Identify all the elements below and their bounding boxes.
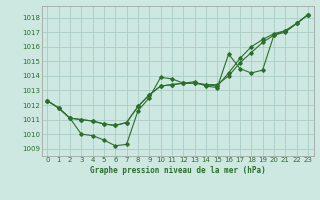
X-axis label: Graphe pression niveau de la mer (hPa): Graphe pression niveau de la mer (hPa) bbox=[90, 166, 266, 175]
